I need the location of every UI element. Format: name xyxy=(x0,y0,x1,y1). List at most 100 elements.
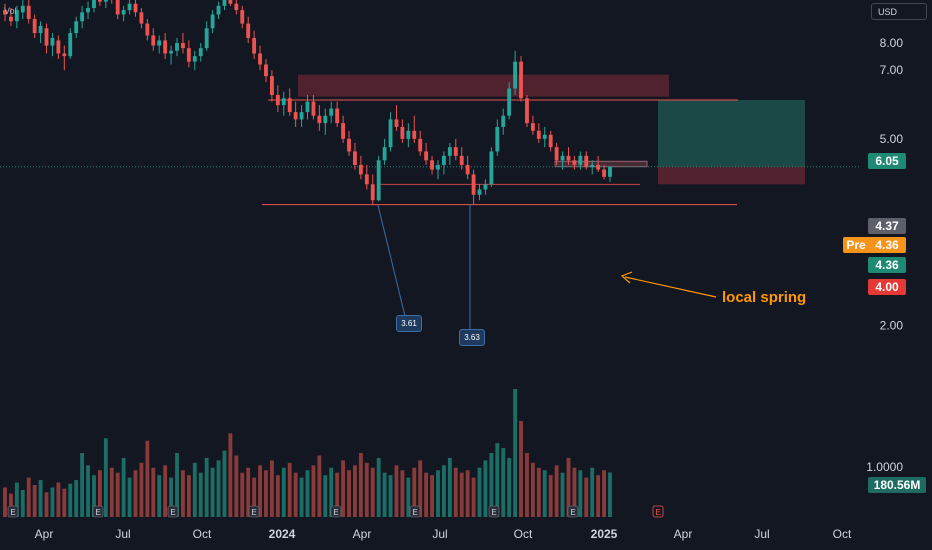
volume-bar xyxy=(234,455,239,517)
x-tick-label: Jul xyxy=(115,527,130,541)
earnings-marker xyxy=(7,505,19,518)
volume-bar xyxy=(293,472,298,517)
candle xyxy=(74,21,79,34)
candle xyxy=(530,123,535,131)
candle xyxy=(275,94,280,106)
pre-market-tag: Pre xyxy=(843,237,869,253)
candle xyxy=(317,115,322,124)
x-tick-label: Oct xyxy=(833,527,852,541)
candle xyxy=(264,64,268,77)
volume-bar xyxy=(38,480,43,517)
candle xyxy=(477,189,482,195)
volume-bar xyxy=(430,475,434,517)
candle xyxy=(394,119,399,127)
volume-bar xyxy=(424,472,429,517)
candle xyxy=(38,25,43,34)
volume-bar xyxy=(145,440,150,517)
volume-bar xyxy=(590,467,595,517)
volume-bar xyxy=(536,467,541,517)
candle xyxy=(14,10,19,22)
volume-bar xyxy=(275,475,280,517)
candle xyxy=(299,112,304,120)
candle xyxy=(489,151,494,185)
volume-bar xyxy=(548,475,553,517)
volume-bar xyxy=(501,448,506,517)
volume-bar xyxy=(287,462,292,517)
candle xyxy=(501,115,506,127)
candle xyxy=(323,115,328,124)
volume-bar xyxy=(68,483,73,517)
volume-bar xyxy=(139,462,144,517)
candle xyxy=(198,48,203,57)
x-tick-label: Oct xyxy=(514,527,533,541)
candle xyxy=(572,160,577,165)
volume-bar xyxy=(14,482,19,517)
volume-bar xyxy=(9,493,13,517)
candle xyxy=(311,101,316,116)
volume-bar xyxy=(560,472,565,517)
volume-bar xyxy=(103,438,108,517)
earnings-marker xyxy=(567,505,579,518)
volume-bar xyxy=(97,470,102,517)
candle xyxy=(542,134,547,139)
volume-bar xyxy=(608,472,612,517)
candle xyxy=(157,40,162,46)
currency-selector[interactable]: USD xyxy=(871,3,927,20)
candle xyxy=(181,42,185,49)
volume-bar xyxy=(50,487,55,517)
volume-bar xyxy=(115,472,120,517)
earnings-marker xyxy=(248,505,260,518)
volume-bar xyxy=(418,460,423,517)
volume-bar xyxy=(228,433,233,517)
y-tick-label: 8.00 xyxy=(880,36,904,50)
x-tick-label: 2024 xyxy=(269,527,296,541)
candle xyxy=(56,40,61,54)
candle xyxy=(50,37,55,46)
candle xyxy=(151,35,156,46)
earnings-marker xyxy=(92,505,104,518)
volume-bar xyxy=(222,450,227,517)
low-pointer-first xyxy=(377,205,406,317)
volume-bar xyxy=(329,467,334,517)
volume-bar xyxy=(192,462,197,517)
candle xyxy=(459,155,464,165)
volume-bar xyxy=(471,477,476,517)
volume-bar xyxy=(281,467,286,517)
volume-bar xyxy=(109,467,114,517)
candle xyxy=(382,147,387,161)
candle xyxy=(234,3,239,11)
candle xyxy=(483,184,488,190)
volume-bar xyxy=(447,457,452,517)
volume-bar xyxy=(572,467,577,517)
y-tick-label: 1.0000 xyxy=(866,460,903,474)
candle xyxy=(507,88,512,116)
volume-bar xyxy=(252,477,257,517)
candle xyxy=(204,28,209,49)
volume-bar xyxy=(216,460,221,517)
volume-bar xyxy=(412,467,417,517)
candle xyxy=(536,130,541,139)
candle xyxy=(9,16,13,22)
candle xyxy=(358,164,363,175)
x-tick-label: Apr xyxy=(674,527,693,541)
volume-bar xyxy=(483,460,488,517)
candle xyxy=(3,10,7,15)
volume-bar xyxy=(353,465,357,517)
low-tag-second: 3.63 xyxy=(459,329,485,346)
candle xyxy=(62,53,67,57)
volume-bar xyxy=(513,389,518,517)
earnings-marker xyxy=(330,505,342,518)
candle xyxy=(400,126,405,139)
candle xyxy=(68,33,73,57)
volume-bar xyxy=(578,470,583,517)
x-tick-label: Apr xyxy=(353,527,372,541)
candle xyxy=(590,164,595,168)
volume-bar xyxy=(400,470,405,517)
earnings-marker-label: E xyxy=(412,508,417,517)
volume-bar xyxy=(382,472,387,517)
candle xyxy=(329,108,334,116)
volume-bar xyxy=(210,467,215,517)
y-tick-label: 7.00 xyxy=(880,63,904,77)
candle xyxy=(139,12,144,24)
